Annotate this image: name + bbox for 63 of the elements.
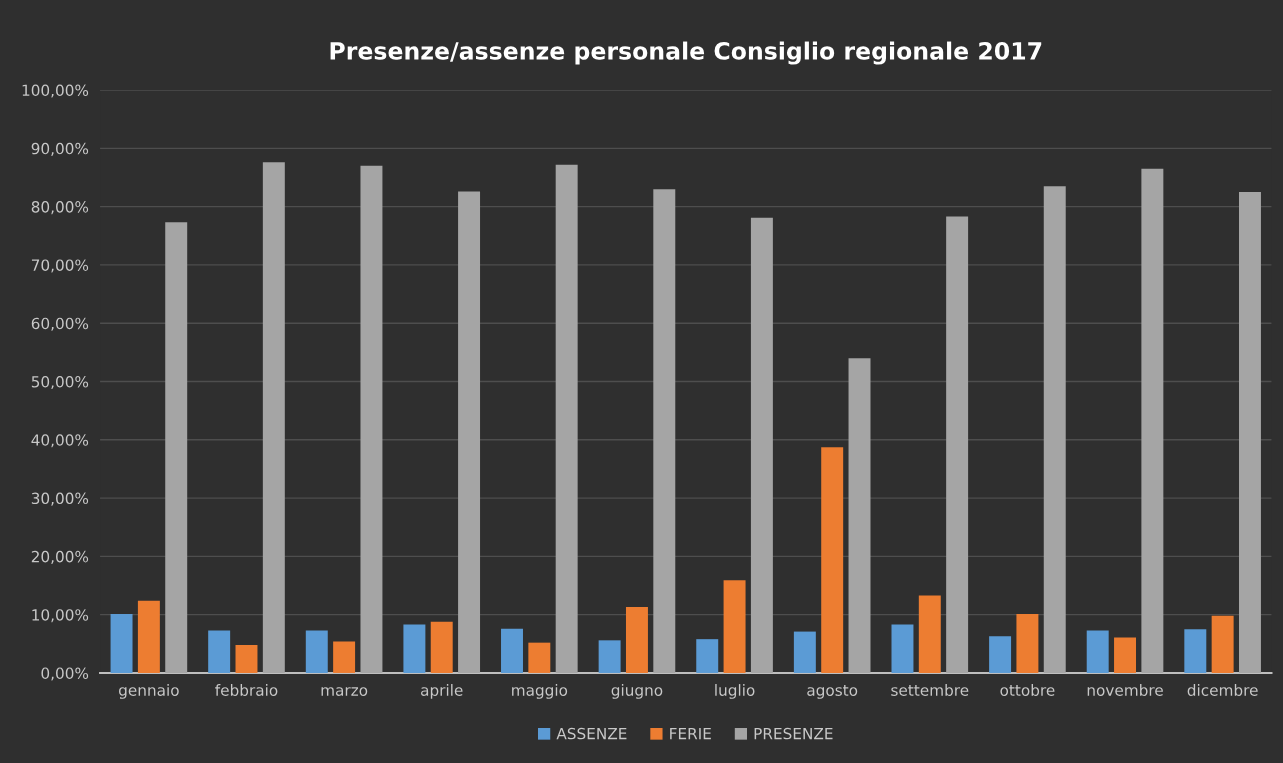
y-tick-label: 60,00% bbox=[31, 317, 89, 331]
x-tick-label: aprile bbox=[421, 684, 463, 699]
bar bbox=[625, 607, 648, 673]
x-tick-label: luglio bbox=[715, 684, 755, 699]
bar bbox=[555, 164, 578, 673]
bar bbox=[918, 595, 941, 673]
x-tick-label: novembre bbox=[1087, 684, 1163, 696]
chart-title: Presenze/assenze personale Consiglio regionale 2017 bbox=[330, 41, 1042, 65]
bar bbox=[501, 628, 523, 673]
bar bbox=[333, 641, 356, 673]
bar bbox=[403, 624, 426, 673]
bar bbox=[305, 630, 328, 673]
x-tick-label: giugno bbox=[611, 684, 663, 699]
bar bbox=[430, 621, 453, 673]
x-tick-label: gennaio bbox=[119, 684, 179, 699]
y-tick-label: 0,00% bbox=[41, 667, 89, 681]
y-tick-label: 90,00% bbox=[31, 142, 89, 156]
bar bbox=[821, 447, 844, 673]
y-tick-label: 80,00% bbox=[31, 201, 89, 215]
legend-label: ASSENZE bbox=[556, 727, 627, 740]
bar bbox=[1211, 615, 1234, 673]
bar bbox=[165, 222, 188, 673]
bar bbox=[653, 189, 676, 673]
bar bbox=[1114, 637, 1137, 673]
bar bbox=[1141, 168, 1164, 673]
bar bbox=[891, 624, 914, 673]
x-tick-label: febbraio bbox=[215, 684, 278, 696]
bar bbox=[1016, 614, 1039, 673]
y-tick-label: 70,00% bbox=[31, 259, 89, 273]
x-tick-label: ottobre bbox=[1000, 684, 1055, 696]
y-tick-label: 40,00% bbox=[31, 434, 89, 448]
bar bbox=[848, 358, 871, 673]
y-tick-label: 50,00% bbox=[31, 375, 89, 390]
bar bbox=[208, 630, 231, 673]
bar bbox=[696, 639, 719, 673]
bar bbox=[262, 162, 285, 673]
bar bbox=[750, 217, 773, 673]
y-tick-label: 30,00% bbox=[31, 492, 89, 506]
y-tick-label: 20,00% bbox=[31, 550, 89, 564]
bar bbox=[1184, 629, 1207, 673]
bar bbox=[1086, 630, 1109, 673]
bar bbox=[1239, 192, 1261, 673]
legend-label: FERIE bbox=[670, 727, 711, 740]
y-tick-label: 100,00% bbox=[22, 84, 89, 98]
bar bbox=[989, 636, 1012, 673]
bar bbox=[598, 640, 621, 673]
x-tick-label: maggio bbox=[512, 684, 568, 699]
bar bbox=[1043, 186, 1066, 673]
bar bbox=[793, 631, 816, 673]
bar bbox=[528, 642, 551, 673]
x-tick-label: agosto bbox=[807, 684, 858, 699]
bar bbox=[110, 614, 133, 673]
x-tick-label: settembre bbox=[891, 684, 969, 696]
x-tick-label: dicembre bbox=[1187, 684, 1258, 696]
bar bbox=[360, 165, 383, 673]
bar bbox=[946, 216, 969, 673]
bar bbox=[723, 580, 746, 673]
bar bbox=[137, 600, 160, 673]
y-tick-label: 10,00% bbox=[32, 609, 89, 623]
legend-label: PRESENZE bbox=[754, 727, 833, 740]
x-tick-label: marzo bbox=[321, 687, 368, 696]
bar bbox=[235, 644, 258, 673]
bar bbox=[458, 191, 481, 673]
